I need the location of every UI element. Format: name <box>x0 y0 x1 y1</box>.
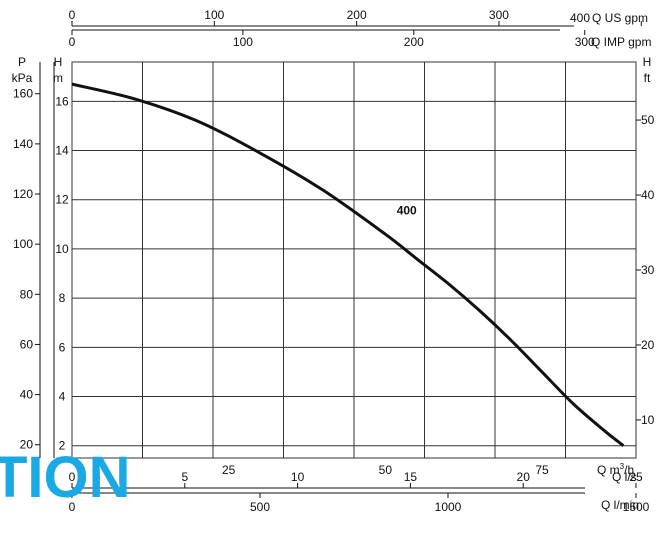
head-ft-tick-label: 50 <box>641 113 655 127</box>
pressure-tick-label: 120 <box>13 187 33 201</box>
curve-layer <box>71 82 625 447</box>
watermark-text: TION <box>0 445 131 510</box>
us-gpm-tick-label: 200 <box>347 8 367 22</box>
imp-gpm-tick-label: 0 <box>69 35 76 49</box>
head-m-axis-unit: m <box>53 71 63 85</box>
m3h-axis-title: Q m3/h <box>597 462 634 477</box>
head-ft-axis-unit: ft <box>644 71 651 85</box>
m3h-tick-label: 75 <box>535 463 549 477</box>
grid <box>71 61 637 459</box>
us-gpm-tick-label: 400 <box>570 11 590 25</box>
pressure-axis-unit: kPa <box>12 71 33 85</box>
us-gpm-axis-title: Q US gpm <box>592 11 648 25</box>
head-m-tick-label: 10 <box>55 242 69 256</box>
head-m-tick-label: 6 <box>59 340 66 354</box>
pressure-tick-label: 80 <box>20 287 34 301</box>
pressure-tick-label: 60 <box>20 337 34 351</box>
us-gpm-tick-label: 100 <box>204 8 224 22</box>
lmin-axis-title: Q l/min <box>601 498 639 512</box>
us-gpm-tick-label: 300 <box>489 8 509 22</box>
ls-axis-title: Q l/s <box>612 470 637 484</box>
imp-gpm-tick-label: 300 <box>575 35 595 49</box>
head-ft-tick-label: 10 <box>641 413 655 427</box>
head-m-tick-label: 12 <box>55 193 69 207</box>
ls-tick-label: 20 <box>517 470 531 484</box>
imp-gpm-axis-title: Q IMP gpm <box>591 35 651 49</box>
head-m-tick-label: 16 <box>55 94 69 108</box>
imp-gpm-tick-label: 200 <box>404 35 424 49</box>
head-m-tick-label: 8 <box>59 291 66 305</box>
pressure-axis-title: P <box>18 55 26 69</box>
head-m-tick-label: 4 <box>59 390 66 404</box>
pressure-tick-label: 100 <box>13 237 33 251</box>
head-ft-tick-label: 20 <box>641 338 655 352</box>
head-ft-tick-label: 40 <box>641 188 655 202</box>
ls-tick-label: 5 <box>181 470 188 484</box>
head-m-tick-label: 14 <box>55 144 69 158</box>
pressure-tick-label: 160 <box>13 87 33 101</box>
head-m-axis-title: H <box>54 55 63 69</box>
axes <box>35 21 642 498</box>
lmin-tick-label: 1500 <box>623 500 650 514</box>
lmin-tick-label: 0 <box>69 500 76 514</box>
head-ft-tick-label: 30 <box>641 263 655 277</box>
ls-tick-label: 0 <box>69 470 76 484</box>
lmin-tick-label: 500 <box>250 500 270 514</box>
m3h-tick-label: 25 <box>222 463 236 477</box>
ls-tick-label: 10 <box>291 470 305 484</box>
imp-gpm-tick-label: 100 <box>233 35 253 49</box>
curve-label-400: 400 <box>397 203 417 217</box>
head-m-tick-label: 2 <box>59 439 66 453</box>
us-gpm-tick-label: 0 <box>69 8 76 22</box>
lmin-tick-label: 1000 <box>435 500 462 514</box>
pressure-tick-label: 20 <box>20 438 34 452</box>
ls-tick-label: 15 <box>404 470 418 484</box>
pressure-tick-label: 40 <box>20 388 34 402</box>
m3h-tick-label: 50 <box>379 463 393 477</box>
ls-tick-label: 25 <box>629 470 643 484</box>
head-ft-axis-title: H <box>643 55 652 69</box>
pressure-tick-label: 140 <box>13 137 33 151</box>
curve-400 <box>71 82 625 447</box>
